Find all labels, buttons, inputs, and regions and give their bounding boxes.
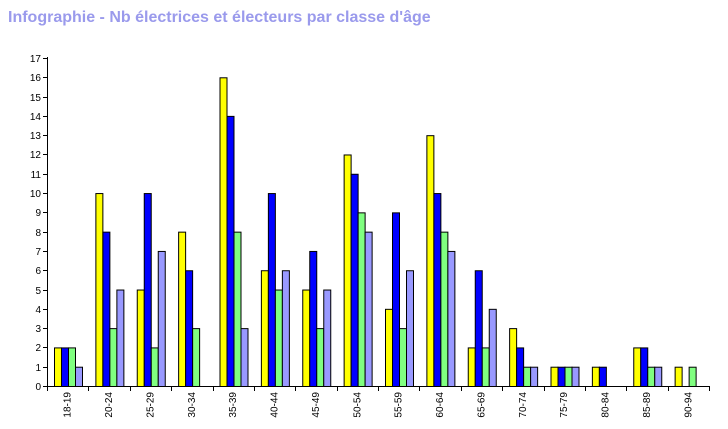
y-tick-label: 7 [35, 247, 41, 258]
y-tick-label: 6 [35, 266, 41, 277]
bar-55-59-series-1 [385, 308, 393, 387]
bar-50-54-series-4 [364, 231, 373, 387]
bar-45-49-series-4 [323, 289, 332, 388]
bar-75-79-series-4 [571, 366, 580, 387]
bar-65-69-series-2 [474, 270, 483, 387]
bar-25-29-series-2 [143, 193, 152, 387]
bar-70-74-series-2 [516, 347, 525, 388]
x-tick-label-60-64: 60-64 [435, 392, 446, 418]
chart-title: Infographie - Nb électrices et électeurs… [8, 9, 431, 26]
x-tick-label-30-34: 30-34 [187, 392, 198, 418]
bar-18-19-series-2 [61, 347, 69, 388]
bar-55-59-series-3 [399, 328, 407, 387]
x-tick-label-75-79: 75-79 [559, 392, 570, 418]
y-tick-label: 17 [30, 54, 42, 65]
bar-55-59-series-2 [392, 212, 400, 387]
x-tick-label-20-24: 20-24 [104, 392, 115, 418]
x-tick-label-50-54: 50-54 [352, 392, 363, 418]
x-tick-label-85-89: 85-89 [642, 392, 653, 418]
bar-35-39-series-3 [233, 231, 242, 387]
bar-18-19-series-4 [75, 366, 83, 387]
bar-65-69-series-3 [481, 347, 490, 388]
y-tick-label: 8 [35, 228, 41, 239]
y-tick-label: 16 [30, 73, 42, 84]
bar-30-34-series-2 [185, 270, 194, 387]
x-tick-label-18-19: 18-19 [63, 392, 74, 418]
bar-70-74-series-4 [530, 366, 539, 387]
bar-85-89-series-2 [640, 347, 649, 388]
bar-60-64-series-2 [433, 193, 442, 387]
bar-75-79-series-3 [564, 366, 573, 387]
x-tick-label-35-39: 35-39 [228, 392, 239, 418]
bar-70-74-series-3 [523, 366, 532, 387]
bar-35-39-series-1 [219, 77, 228, 387]
bar-70-74-series-1 [509, 328, 518, 387]
bar-60-64-series-4 [447, 250, 456, 387]
bar-50-54-series-3 [357, 212, 366, 387]
bar-40-44-series-1 [260, 270, 269, 387]
bar-65-69-series-4 [488, 308, 497, 387]
bar-90-94-series-3 [688, 366, 697, 387]
bar-20-24-series-4 [116, 289, 125, 388]
bar-45-49-series-2 [309, 250, 318, 387]
bar-60-64-series-1 [426, 135, 435, 387]
y-tick-label: 10 [30, 189, 42, 200]
bar-18-19-series-1 [54, 347, 62, 388]
bar-85-89-series-3 [647, 366, 656, 387]
y-tick-label: 0 [35, 382, 41, 393]
bar-35-39-series-4 [240, 328, 249, 387]
bar-85-89-series-1 [633, 347, 642, 388]
bar-20-24-series-1 [95, 193, 104, 387]
bar-45-49-series-3 [316, 328, 325, 387]
bar-60-64-series-3 [440, 231, 449, 387]
bar-55-59-series-4 [406, 270, 414, 387]
y-tick-label: 2 [35, 343, 41, 354]
bars-layer [54, 77, 697, 388]
y-tick-label: 13 [30, 131, 42, 142]
bar-80-84-series-1 [591, 366, 600, 387]
bar-25-29-series-4 [157, 250, 166, 387]
bar-50-54-series-1 [343, 154, 352, 387]
bar-45-49-series-1 [302, 289, 311, 388]
bar-20-24-series-2 [102, 231, 111, 387]
y-tick-label: 4 [35, 305, 41, 316]
x-tick-label-45-49: 45-49 [311, 392, 322, 418]
bar-85-89-series-4 [654, 366, 663, 387]
y-tick-label: 12 [30, 150, 42, 161]
x-tick-label-40-44: 40-44 [270, 392, 281, 418]
bar-35-39-series-2 [226, 115, 235, 387]
x-tick-label-70-74: 70-74 [518, 392, 529, 418]
bar-40-44-series-3 [274, 289, 283, 388]
y-tick-label: 3 [35, 324, 41, 335]
bar-20-24-series-3 [109, 328, 118, 387]
x-tick-label-25-29: 25-29 [145, 392, 156, 418]
y-tick-label: 1 [35, 363, 41, 374]
bar-18-19-series-3 [68, 347, 76, 388]
y-tick-label: 15 [30, 93, 42, 104]
bar-30-34-series-3 [192, 328, 201, 387]
x-tick-label-80-84: 80-84 [601, 392, 612, 418]
bar-80-84-series-2 [598, 366, 607, 387]
x-tick-label-55-59: 55-59 [394, 392, 405, 418]
y-tick-label: 5 [35, 286, 41, 297]
bar-25-29-series-1 [136, 289, 145, 388]
bar-65-69-series-1 [467, 347, 476, 388]
bar-40-44-series-2 [267, 193, 276, 387]
y-tick-label: 11 [31, 170, 42, 181]
x-tick-label-90-94: 90-94 [683, 392, 694, 418]
bar-40-44-series-4 [281, 270, 290, 387]
y-tick-label: 14 [30, 112, 42, 123]
bar-50-54-series-2 [350, 173, 359, 387]
x-tick-label-65-69: 65-69 [476, 392, 487, 418]
bar-30-34-series-1 [178, 231, 187, 387]
bar-75-79-series-1 [550, 366, 559, 387]
bar-75-79-series-2 [557, 366, 566, 387]
bar-90-94-series-1 [674, 366, 683, 387]
y-tick-label: 9 [35, 208, 41, 219]
bar-25-29-series-3 [150, 347, 159, 388]
